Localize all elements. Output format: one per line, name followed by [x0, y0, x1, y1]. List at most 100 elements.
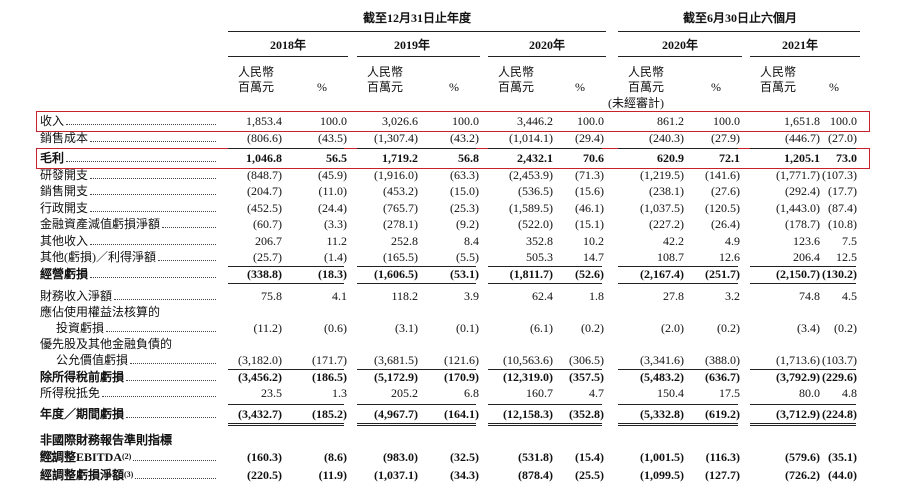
cell-value: (17.7)	[828, 184, 857, 198]
cell-value: (60.7)	[253, 217, 282, 231]
cell-value: (43.5)	[318, 131, 347, 145]
label-text: 應佔使用權益法核算的	[40, 305, 161, 319]
rule	[618, 266, 738, 267]
cell-value: (878.4)	[518, 468, 553, 482]
row-label: 研發開支	[40, 168, 218, 182]
cell-value: (2,150.7)	[776, 267, 820, 281]
cell-value: (446.7)	[785, 131, 820, 145]
cell-value: (3,792.9)	[776, 370, 820, 384]
rule	[750, 369, 856, 370]
dot-leader	[90, 184, 216, 195]
rule	[488, 425, 602, 426]
percent-label: %	[575, 80, 585, 94]
cell-value: 62.4	[532, 289, 553, 303]
cell-value: (251.7)	[705, 267, 740, 281]
cell-value: (1,771.7)	[776, 168, 820, 182]
cell-value: (12,319.0)	[503, 370, 553, 384]
cell-value: 1,651.8	[784, 114, 820, 128]
label-text: 其他(虧損)／利得淨額	[40, 250, 156, 264]
unit-label: 人民幣	[238, 65, 275, 79]
cell-value: (3,341.6)	[640, 353, 684, 367]
cell-value: (388.0)	[705, 353, 740, 367]
cell-value: (522.0)	[518, 217, 553, 231]
dot-leader	[66, 151, 216, 162]
rule	[228, 31, 606, 32]
cell-value: (15.6)	[575, 184, 604, 198]
cell-value: (11.0)	[318, 184, 347, 198]
row-label: 金融資產減值虧損淨額	[40, 217, 218, 231]
rule	[488, 148, 602, 149]
label-text: 其他收入	[40, 234, 89, 248]
cell-value: (15.0)	[450, 184, 479, 198]
row-label: 財務收入淨額	[40, 289, 218, 303]
period-group: 截至6月30日止六個月	[682, 11, 798, 25]
cell-value: (5.5)	[456, 250, 479, 264]
cell-value: (11.9)	[318, 468, 347, 482]
rule	[228, 425, 344, 426]
period-group: 截至12月31日止年度	[362, 11, 472, 25]
year: 2021年	[781, 38, 819, 52]
cell-value: 2,432.1	[517, 151, 553, 165]
cell-value: (726.2)	[785, 468, 820, 482]
note-ref: (1)	[40, 449, 50, 458]
rule	[357, 283, 476, 284]
cell-value: (11.2)	[253, 321, 282, 335]
year: 2020年	[528, 38, 566, 52]
cell-value: (52.6)	[575, 267, 604, 281]
cell-value: 12.5	[836, 250, 857, 264]
cell-value: (0.2)	[581, 321, 604, 335]
cell-value: (3,432.7)	[238, 407, 282, 421]
cell-value: 12.6	[719, 250, 740, 264]
label-text: 銷售成本	[40, 131, 89, 145]
cell-value: (18.3)	[318, 267, 347, 281]
cell-value: (220.5)	[247, 468, 282, 482]
cell-value: (87.4)	[828, 201, 857, 215]
label-text: 經調整EBITDA	[40, 450, 123, 464]
cell-value: (765.7)	[383, 201, 418, 215]
cell-value: (0.6)	[324, 321, 347, 335]
cell-value: (5,483.2)	[640, 370, 684, 384]
unit-label: 人民幣	[498, 65, 535, 79]
cell-value: 1.3	[332, 386, 347, 400]
dot-leader	[133, 450, 216, 461]
rule	[618, 56, 742, 57]
rule	[228, 369, 344, 370]
cell-value: 100.0	[320, 114, 347, 128]
unaudited-note: (未經審計)	[608, 96, 664, 110]
cell-value: (186.5)	[312, 370, 347, 384]
row-label: 行政開支	[40, 201, 218, 215]
dot-leader	[66, 114, 216, 125]
cell-value: (170.9)	[444, 370, 479, 384]
cell-value: 3.2	[725, 289, 740, 303]
cell-value: (3.3)	[324, 217, 347, 231]
cell-value: 56.8	[458, 151, 479, 165]
rule	[750, 425, 856, 426]
cell-value: 4.8	[842, 386, 857, 400]
year: 2018年	[269, 38, 307, 52]
cell-value: (130.2)	[822, 267, 857, 281]
cell-value: 56.5	[326, 151, 347, 165]
cell-value: (53.1)	[450, 267, 479, 281]
cell-value: (0.2)	[717, 321, 740, 335]
cell-value: (5,172.9)	[374, 370, 418, 384]
dot-leader	[162, 217, 216, 228]
unit-label: 百萬元	[628, 80, 665, 94]
dot-leader	[126, 370, 216, 381]
cell-value: (116.3)	[705, 450, 740, 464]
note-ref: (2)	[122, 452, 132, 461]
unit-label: 百萬元	[367, 80, 404, 94]
cell-value: (25.7)	[253, 250, 282, 264]
cell-value: (71.3)	[575, 168, 604, 182]
unit-label: 人民幣	[760, 65, 797, 79]
cell-value: (1,811.7)	[509, 267, 553, 281]
cell-value: (8.6)	[324, 450, 347, 464]
cell-value: (227.2)	[649, 217, 684, 231]
rule	[357, 56, 480, 57]
percent-label: %	[829, 80, 839, 94]
row-label: 應佔使用權益法核算的	[40, 305, 160, 319]
rule	[488, 423, 602, 424]
cell-value: 505.3	[526, 250, 553, 264]
cell-value: (3,456.2)	[238, 370, 282, 384]
cell-value: (224.8)	[822, 407, 857, 421]
